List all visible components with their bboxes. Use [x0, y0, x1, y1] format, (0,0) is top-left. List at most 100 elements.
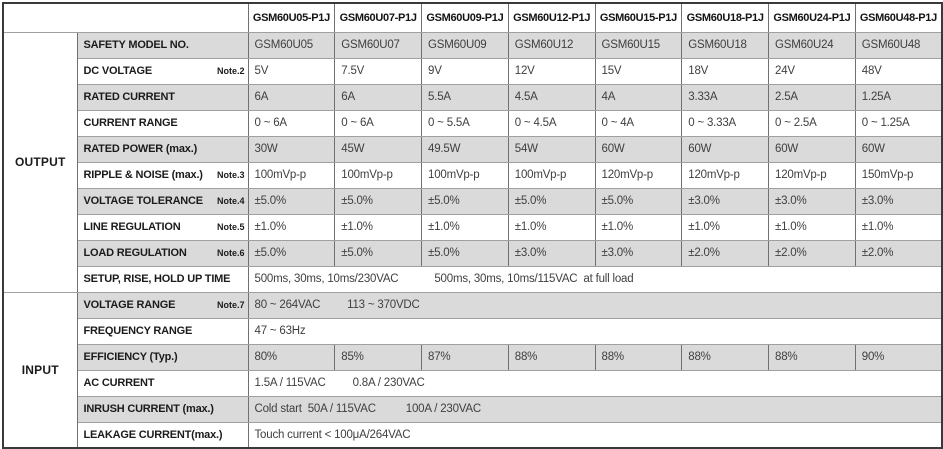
value-cell: 88%	[507, 343, 596, 371]
value-cell: ±5.0%	[421, 187, 509, 215]
note-label: Note.2	[216, 66, 245, 76]
value-cell: 100mVp-p	[421, 161, 509, 189]
spec-row: INPUT VOLTAGE RANGE Note.7 80 ~ 264VAC 113 …	[2, 291, 943, 449]
spec-row: AC CURRENT 1.5A / 115VAC 0.8A / 230VAC	[3, 369, 943, 397]
value-cell: ±5.0%	[334, 239, 422, 267]
value-cell: 18V	[681, 57, 769, 85]
value-cell: 30W	[247, 135, 336, 163]
value-cell: 120mVp-p	[768, 161, 856, 189]
model-header-cell: GSM60U09-P1J	[421, 2, 509, 33]
row-label-cell: INRUSH CURRENT (max.)	[76, 395, 249, 423]
note-label: Note.6	[216, 248, 245, 258]
spec-row: VOLTAGE TOLERANCE Note.4 ±5.0% ±5.0% ±5.0% ±5…	[3, 187, 943, 215]
value-cell: ±3.0%	[681, 187, 769, 215]
value-cell: 2.5A	[768, 83, 856, 111]
value-cell: 0 ~ 2.5A	[768, 109, 856, 137]
row-label: INRUSH CURRENT (max.)	[83, 403, 214, 415]
value-cell: 90%	[854, 343, 943, 371]
value-cell: 7.5V	[334, 57, 422, 85]
value-cell: 88%	[681, 343, 769, 371]
row-label-cell: AC CURRENT	[76, 369, 249, 397]
row-label-cell: RATED CURRENT	[76, 83, 249, 111]
value-cell: GSM60U18	[681, 31, 769, 59]
value-cell: ±1.0%	[681, 213, 769, 241]
value-cell: 9V	[421, 57, 509, 85]
section-label-output: OUTPUT	[2, 31, 78, 293]
value-cell: ±5.0%	[247, 187, 336, 215]
spec-row: LOAD REGULATION Note.6 ±5.0% ±5.0% ±5.0% ±3.0…	[3, 239, 943, 267]
value-cell: ±2.0%	[854, 239, 943, 267]
corner-cell	[2, 2, 249, 33]
merged-value-cell: Cold start 50A / 115VAC 100A / 230VAC	[247, 395, 943, 423]
value-cell: 45W	[334, 135, 422, 163]
row-label-cell: LINE REGULATION Note.5	[76, 213, 249, 241]
value-cell: GSM60U24	[768, 31, 856, 59]
value-cell: 0 ~ 4A	[594, 109, 683, 137]
spec-row: LEAKAGE CURRENT(max.) Touch current < 100…	[3, 421, 943, 449]
value-cell: ±2.0%	[768, 239, 856, 267]
row-label-cell: SAFETY MODEL NO.	[76, 31, 249, 59]
value-cell: 60W	[681, 135, 769, 163]
row-label-cell: LOAD REGULATION Note.6	[76, 239, 249, 267]
spec-row: OUTPUT SAFETY MODEL NO. GSM60U05 GSM60U07 GS…	[2, 31, 943, 293]
value-cell: 5V	[247, 57, 336, 85]
value-cell: 120mVp-p	[594, 161, 683, 189]
value-cell: GSM60U12	[507, 31, 596, 59]
value-cell: 6A	[334, 83, 422, 111]
merged-value-cell: 47 ~ 63Hz	[247, 317, 943, 345]
row-label: LINE REGULATION	[83, 221, 181, 233]
row-label-cell: VOLTAGE RANGE Note.7	[76, 291, 249, 319]
models-header-row: GSM60U05-P1J GSM60U07-P1J GSM60U09-P1J GSM6…	[2, 2, 943, 33]
value-cell: 12V	[507, 57, 596, 85]
value-cell: 6A	[247, 83, 336, 111]
row-label-cell: FREQUENCY RANGE	[76, 317, 249, 345]
row-label-cell: EFFICIENCY (Typ.)	[76, 343, 249, 371]
value-cell: ±1.0%	[334, 213, 422, 241]
spec-row: SETUP, RISE, HOLD UP TIME 500ms, 30ms, 10…	[3, 265, 943, 293]
value-cell: 60W	[594, 135, 683, 163]
value-cell: ±2.0%	[681, 239, 769, 267]
merged-value-cell: 500ms, 30ms, 10ms/230VAC 500ms, 30ms, 10…	[247, 265, 943, 293]
value-cell: ±1.0%	[768, 213, 856, 241]
spec-row: LINE REGULATION Note.5 ±1.0% ±1.0% ±1.0% ±1.0…	[3, 213, 943, 241]
value-cell: 0 ~ 3.33A	[681, 109, 769, 137]
row-label: CURRENT RANGE	[83, 117, 178, 129]
value-cell: 0 ~ 1.25A	[854, 109, 943, 137]
row-label: SAFETY MODEL NO.	[83, 39, 189, 51]
spec-row: DC VOLTAGE Note.2 5V 7.5V 9V 12V 15V 18V 24V 48V	[3, 57, 943, 85]
row-label-cell: VOLTAGE TOLERANCE Note.4	[76, 187, 249, 215]
value-cell: 60W	[768, 135, 856, 163]
value-cell: 54W	[507, 135, 596, 163]
value-cell: 4.5A	[507, 83, 596, 111]
value-cell: ±3.0%	[768, 187, 856, 215]
value-cell: ±5.0%	[247, 239, 336, 267]
model-header-cell: GSM60U12-P1J	[507, 2, 596, 33]
model-header-cell: GSM60U05-P1J	[247, 2, 336, 33]
value-cell: 100mVp-p	[507, 161, 596, 189]
value-cell: 88%	[594, 343, 683, 371]
spec-row: FREQUENCY RANGE 47 ~ 63Hz	[3, 317, 943, 345]
row-label: LEAKAGE CURRENT(max.)	[83, 428, 223, 441]
section-label-input: INPUT	[2, 291, 78, 449]
value-cell: ±1.0%	[421, 213, 509, 241]
row-label: RATED CURRENT	[83, 91, 176, 103]
value-cell: GSM60U15	[594, 31, 683, 59]
merged-value-cell: 1.5A / 115VAC 0.8A / 230VAC	[247, 369, 943, 397]
row-label: RIPPLE & NOISE (max.)	[83, 169, 203, 181]
value-cell: 150mVp-p	[854, 161, 943, 189]
note-label: Note.5	[216, 222, 245, 232]
value-cell: ±1.0%	[594, 213, 683, 241]
value-cell: 85%	[334, 343, 422, 371]
value-cell: ±3.0%	[854, 187, 943, 215]
spec-row: CURRENT RANGE 0 ~ 6A 0 ~ 6A 0 ~ 5.5A 0 ~ 4.5…	[3, 109, 943, 137]
value-cell: 0 ~ 6A	[247, 109, 336, 137]
value-cell: 88%	[768, 343, 856, 371]
note-label: Note.4	[216, 196, 245, 206]
value-cell: 4A	[594, 83, 683, 111]
merged-value-cell: Touch current < 100μA/264VAC	[247, 421, 943, 449]
row-label: SETUP, RISE, HOLD UP TIME	[83, 273, 231, 285]
row-label-cell: RATED POWER (max.)	[76, 135, 249, 163]
value-cell: ±3.0%	[507, 239, 596, 267]
value-cell: 60W	[854, 135, 943, 163]
value-cell: ±1.0%	[854, 213, 943, 241]
